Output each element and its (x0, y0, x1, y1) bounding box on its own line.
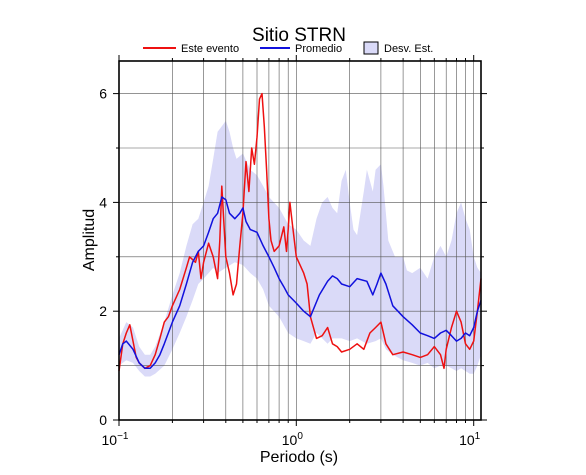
chart-title: Sitio STRN (252, 25, 346, 46)
y-tick-label: 4 (99, 194, 107, 210)
series-line-promedio (118, 196, 482, 370)
std-dev-band-layer (119, 120, 481, 377)
y-axis-label: Amplitud (81, 209, 98, 271)
y-tick-labels: 0 2 4 6 (99, 86, 107, 428)
legend-label: Promedio (295, 43, 342, 55)
x-tick-labels: 10−1 100 101 (102, 431, 481, 448)
plot-area (113, 55, 487, 426)
tick-layer (113, 55, 487, 426)
series-layer (118, 92, 482, 372)
legend-label: Desv. Est. (384, 43, 433, 55)
legend: Este evento Promedio Desv. Est. (143, 41, 433, 55)
std-dev-band (119, 120, 481, 377)
x-tick-label: 100 (282, 431, 304, 448)
plot-frame (118, 60, 482, 421)
legend-label: Este evento (181, 43, 239, 55)
y-tick-label: 2 (99, 303, 107, 319)
grid-layer (119, 61, 481, 420)
series-line-este-evento (118, 92, 482, 372)
y-tick-label: 6 (99, 86, 107, 102)
x-axis-label: Periodo (s) (260, 449, 338, 466)
legend-swatch-box (363, 41, 379, 55)
x-tick-label: 10−1 (102, 431, 129, 448)
y-tick-label: 0 (99, 412, 107, 428)
x-tick-label: 101 (459, 431, 481, 448)
